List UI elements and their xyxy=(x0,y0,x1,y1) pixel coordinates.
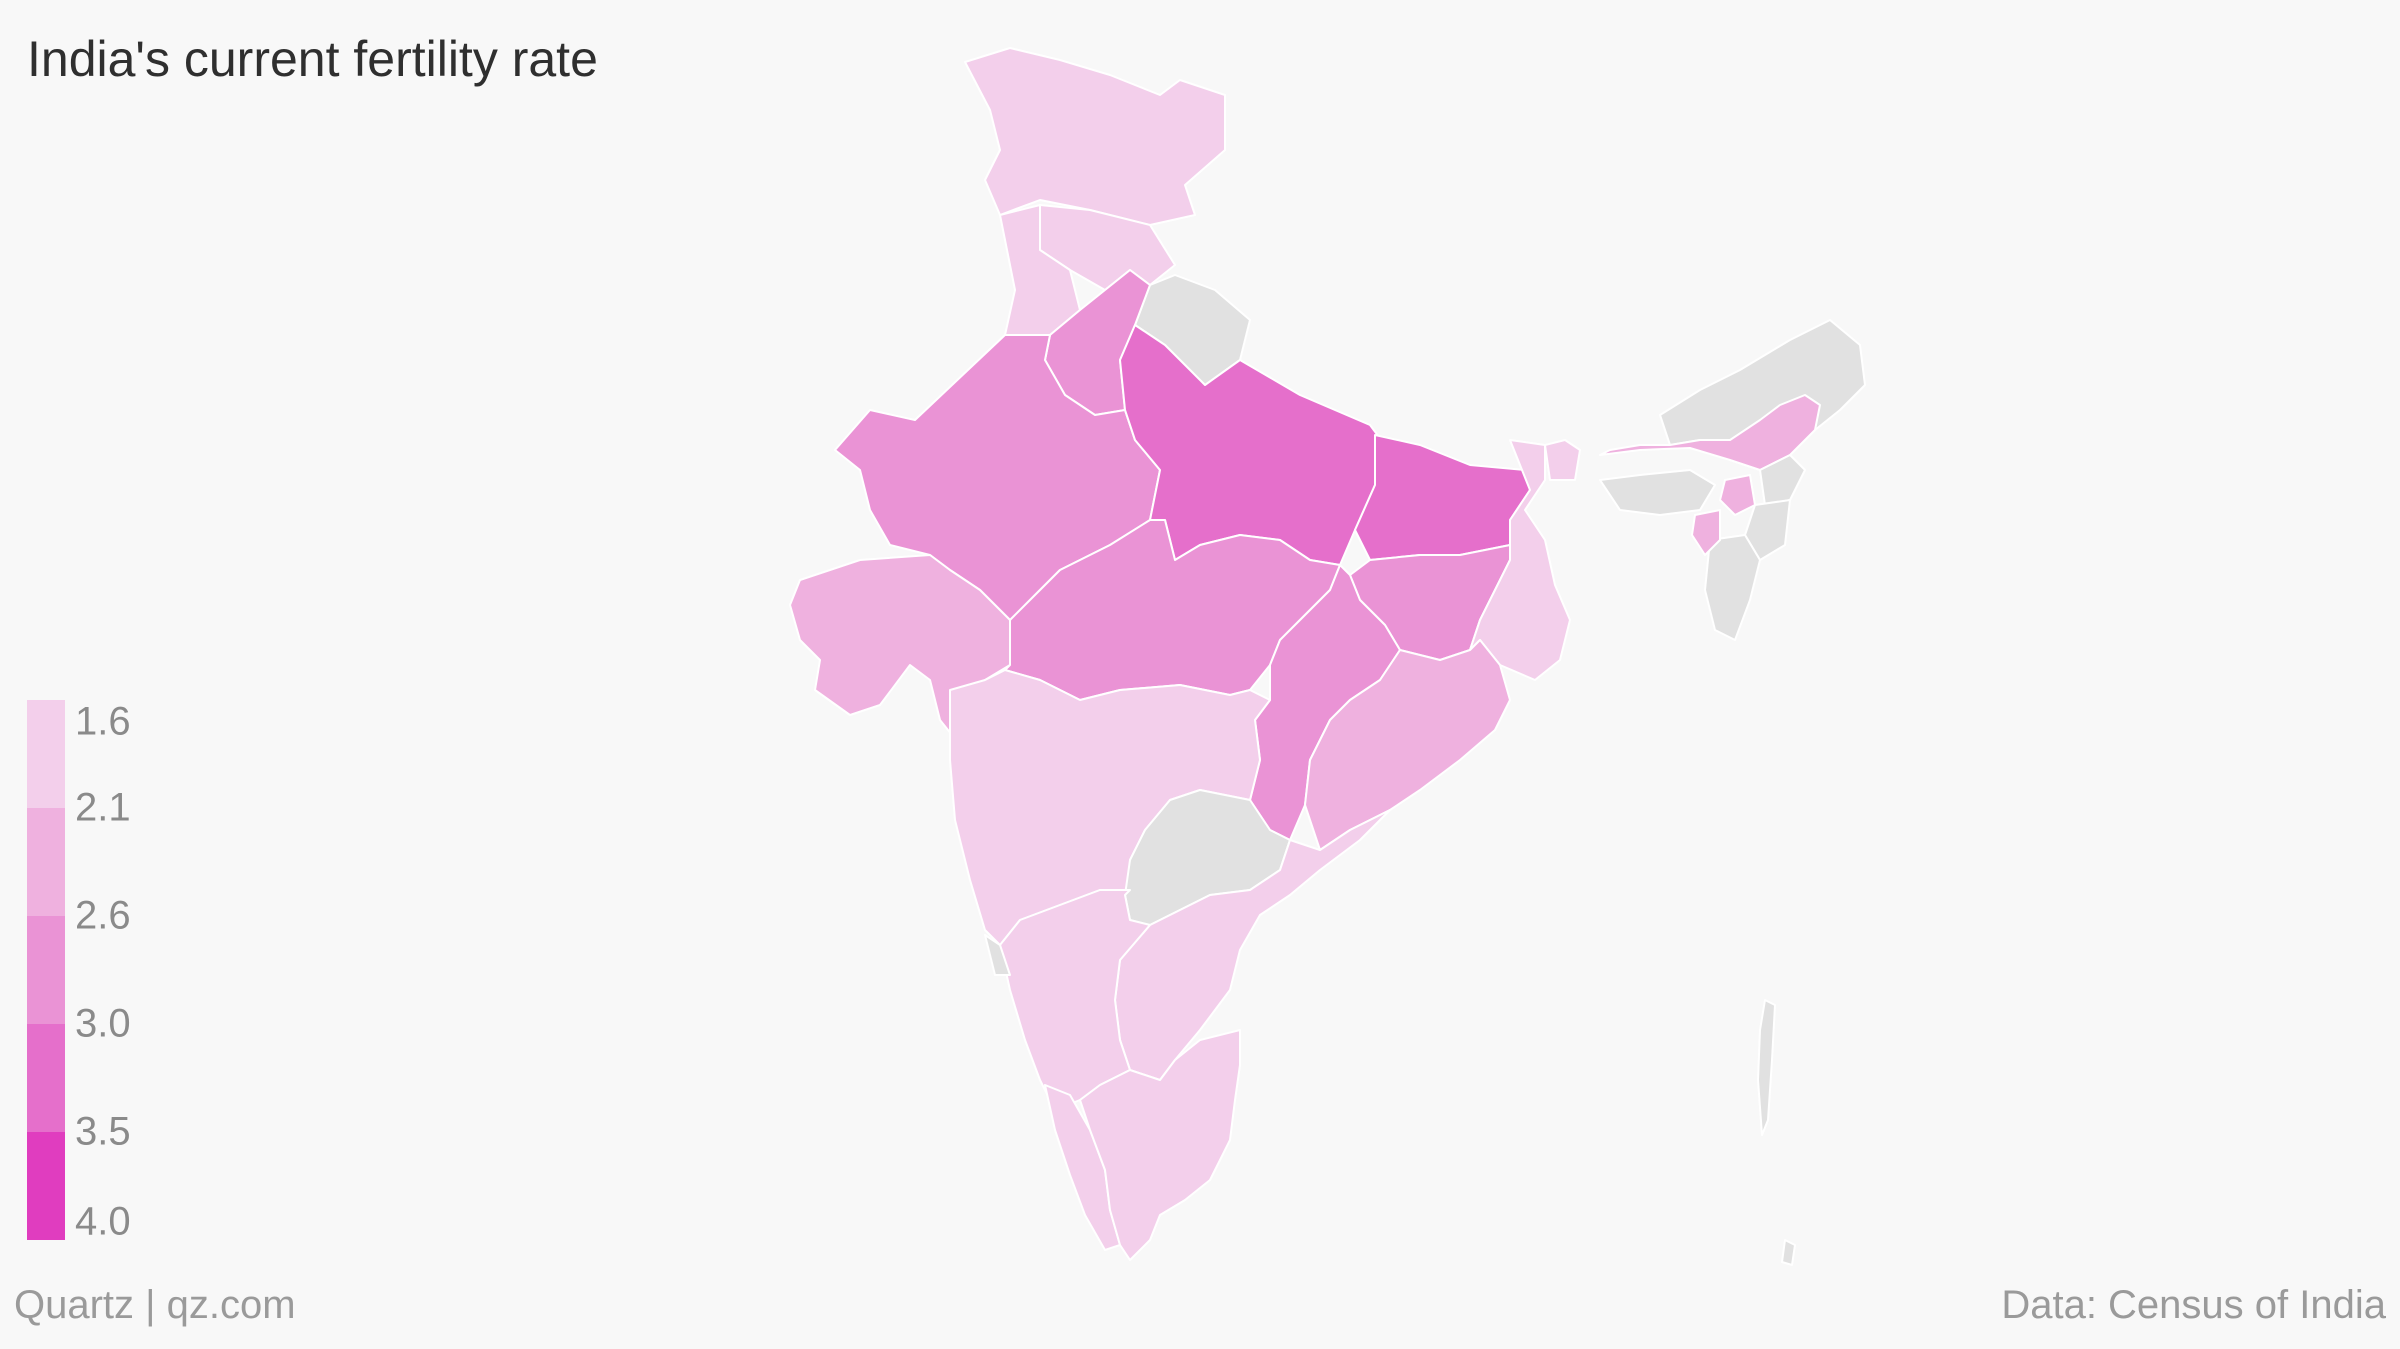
state-bihar xyxy=(1354,434,1531,561)
state-tripura xyxy=(1691,509,1721,556)
state-meghalaya xyxy=(1599,469,1716,516)
footer-source: Data: Census of India xyxy=(2001,1283,2386,1327)
legend-label-2: 2.6 xyxy=(75,893,131,938)
state-tamil-nadu xyxy=(1079,1029,1241,1261)
state-manipur xyxy=(1744,499,1791,561)
state-odisha xyxy=(1304,639,1511,851)
state-jammu-and-kashmir xyxy=(964,47,1226,226)
state-mizoram xyxy=(1704,534,1761,641)
legend-label-4: 3.5 xyxy=(75,1109,131,1154)
legend-label-1: 2.1 xyxy=(75,785,131,830)
state-goa xyxy=(984,934,1011,976)
state-sikkim xyxy=(1544,439,1581,481)
legend-label-5: 4.0 xyxy=(75,1199,131,1244)
legend-swatch-2 xyxy=(27,916,65,1024)
state-assam xyxy=(1599,394,1821,516)
legend-swatch-0 xyxy=(27,700,65,808)
legend-label-0: 1.6 xyxy=(75,699,131,744)
state-andaman-and-nicobar-islands xyxy=(1757,999,1796,1266)
state-west-bengal xyxy=(1469,439,1571,681)
chart-title: India's current fertility rate xyxy=(27,31,598,87)
footer-brand: Quartz | qz.com xyxy=(14,1283,296,1327)
legend-label-3: 3.0 xyxy=(75,1001,131,1046)
state-nagaland xyxy=(1759,454,1806,506)
legend-swatch-4 xyxy=(27,1132,65,1240)
legend-swatch-3 xyxy=(27,1024,65,1132)
legend-swatch-1 xyxy=(27,808,65,916)
legend: 1.6 2.1 2.6 3.0 3.5 4.0 xyxy=(27,699,227,1244)
state-karnataka xyxy=(999,889,1151,1111)
